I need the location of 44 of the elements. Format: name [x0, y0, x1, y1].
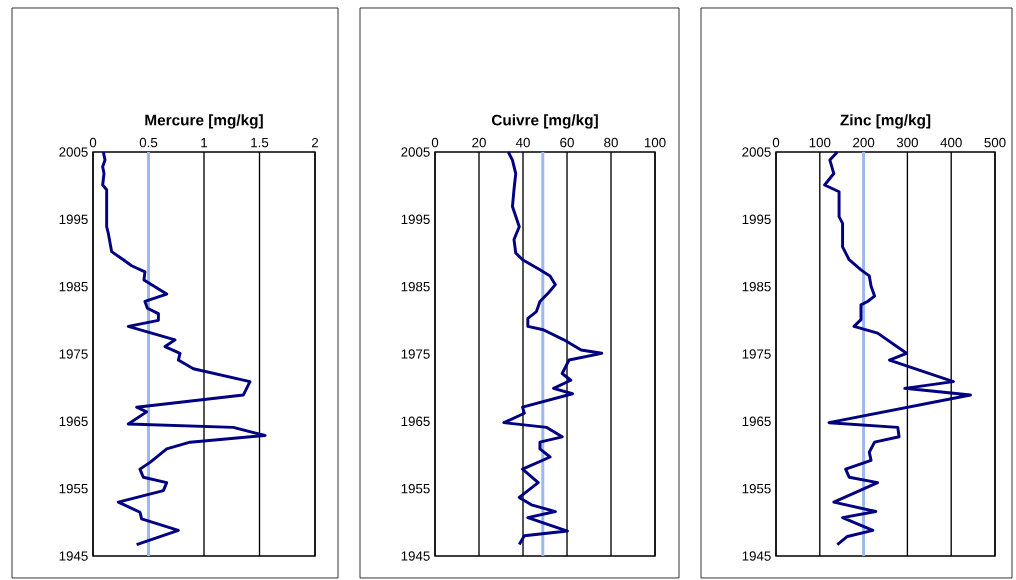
- line-series: [101, 150, 267, 547]
- chart-title: Zinc [mg/kg]: [840, 114, 931, 129]
- line-series: [502, 150, 604, 547]
- y-tick-label: 1985: [742, 281, 771, 292]
- x-tick-label: 80: [604, 137, 618, 148]
- y-tick-label: 1955: [401, 483, 430, 494]
- y-tick-label: 1995: [742, 214, 771, 225]
- y-tick-label: 1945: [59, 551, 88, 561]
- y-tick-label: 1955: [742, 483, 771, 494]
- y-tick-label: 1995: [59, 214, 88, 225]
- y-tick-label: 1965: [742, 416, 771, 427]
- x-tick-label: 60: [560, 137, 574, 148]
- x-tick-label: 200: [853, 137, 875, 148]
- x-tick-label: 500: [984, 137, 1006, 148]
- x-tick-label: 300: [896, 137, 919, 148]
- y-tick-label: 1975: [742, 349, 771, 359]
- y-tick-label: 2005: [59, 147, 88, 157]
- y-tick-label: 1995: [401, 214, 430, 225]
- y-tick-label: 1945: [742, 551, 771, 561]
- chart-title: Mercure [mg/kg]: [145, 114, 263, 129]
- y-tick-label: 2005: [401, 147, 430, 157]
- x-tick-label: 1: [201, 138, 208, 148]
- x-tick-label: 400: [940, 137, 962, 148]
- x-tick-label: 20: [472, 137, 486, 148]
- y-tick-label: 1985: [59, 281, 88, 292]
- y-tick-label: 1975: [59, 349, 88, 359]
- x-tick-label: 0: [431, 137, 439, 148]
- x-tick-label: 100: [809, 137, 831, 148]
- line-series: [823, 150, 972, 547]
- x-tick-label: 0: [89, 137, 97, 148]
- chart-title: Cuivre [mg/kg]: [491, 114, 598, 129]
- y-tick-label: 1945: [401, 551, 430, 561]
- x-tick-label: 2: [311, 137, 319, 148]
- x-tick-label: 0: [772, 137, 780, 148]
- y-tick-label: 1985: [401, 281, 430, 292]
- y-tick-label: 1965: [401, 416, 430, 427]
- x-tick-label: 0.5: [139, 137, 158, 148]
- x-tick-label: 1.5: [251, 137, 269, 148]
- x-tick-label: 40: [515, 137, 530, 148]
- x-tick-label: 100: [644, 137, 666, 148]
- y-tick-label: 1965: [59, 416, 88, 427]
- y-tick-label: 1955: [59, 483, 88, 494]
- y-tick-label: 1975: [401, 349, 430, 359]
- y-tick-label: 2005: [742, 147, 771, 157]
